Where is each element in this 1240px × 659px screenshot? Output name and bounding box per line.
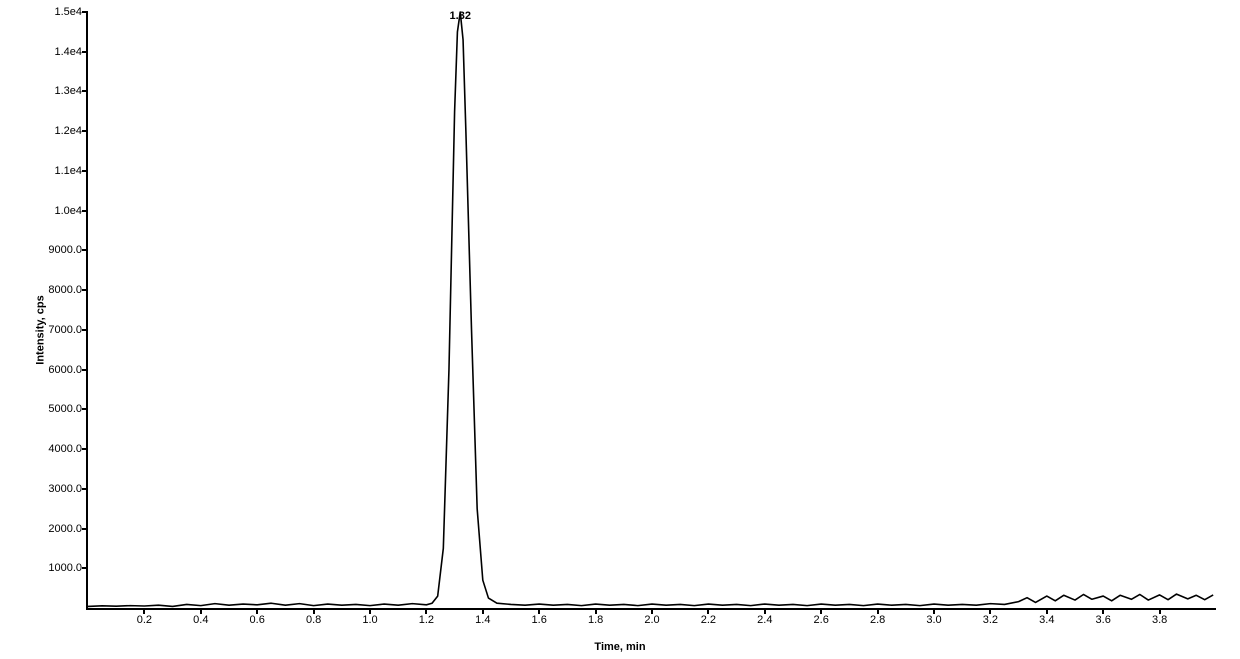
y-tick-label: 5000.0: [48, 403, 82, 415]
x-tick-label: 1.2: [419, 614, 434, 626]
y-tick-mark: [82, 408, 88, 410]
y-tick-mark: [82, 528, 88, 530]
x-tick-label: 2.0: [644, 614, 659, 626]
y-tick-mark: [82, 90, 88, 92]
y-tick-mark: [82, 448, 88, 450]
x-tick-label: 0.4: [193, 614, 208, 626]
x-tick-label: 3.6: [1096, 614, 1111, 626]
x-tick-label: 3.0: [926, 614, 941, 626]
y-tick-label: 9000.0: [48, 244, 82, 256]
y-tick-mark: [82, 170, 88, 172]
x-tick-label: 0.6: [250, 614, 265, 626]
x-tick-label: 3.8: [1152, 614, 1167, 626]
y-tick-mark: [82, 130, 88, 132]
x-tick-label: 0.8: [306, 614, 321, 626]
intensity-trace: [88, 12, 1216, 608]
x-tick-label: 0.2: [137, 614, 152, 626]
y-tick-label: 8000.0: [48, 284, 82, 296]
x-tick-label: 2.2: [701, 614, 716, 626]
x-tick-label: 3.4: [1039, 614, 1054, 626]
x-tick-label: 3.2: [983, 614, 998, 626]
chromatogram-chart: Intensity, cps Time, min 1000.02000.0300…: [0, 0, 1240, 659]
x-tick-label: 2.6: [814, 614, 829, 626]
y-tick-label: 1.1e4: [54, 165, 82, 177]
y-tick-label: 3000.0: [48, 483, 82, 495]
y-axis-label: Intensity, cps: [35, 295, 47, 364]
y-tick-label: 2000.0: [48, 523, 82, 535]
x-tick-label: 1.0: [362, 614, 377, 626]
x-tick-label: 1.4: [475, 614, 490, 626]
y-tick-mark: [82, 369, 88, 371]
x-tick-label: 1.6: [532, 614, 547, 626]
chromatogram-line: [88, 12, 1213, 606]
y-tick-mark: [82, 51, 88, 53]
y-tick-label: 1.0e4: [54, 205, 82, 217]
y-tick-label: 1.3e4: [54, 85, 82, 97]
y-tick-label: 1.4e4: [54, 46, 82, 58]
y-tick-label: 1.2e4: [54, 125, 82, 137]
y-tick-mark: [82, 11, 88, 13]
y-tick-mark: [82, 329, 88, 331]
x-axis-label: Time, min: [594, 641, 645, 653]
y-tick-label: 1.5e4: [54, 6, 82, 18]
y-tick-mark: [82, 249, 88, 251]
y-tick-mark: [82, 210, 88, 212]
peak-label: 1.32: [450, 10, 471, 22]
y-tick-label: 1000.0: [48, 562, 82, 574]
y-tick-mark: [82, 567, 88, 569]
plot-area: 1000.02000.03000.04000.05000.06000.07000…: [86, 12, 1216, 610]
x-tick-label: 1.8: [588, 614, 603, 626]
y-tick-label: 6000.0: [48, 364, 82, 376]
y-tick-label: 7000.0: [48, 324, 82, 336]
x-tick-label: 2.8: [870, 614, 885, 626]
y-tick-mark: [82, 289, 88, 291]
x-tick-label: 2.4: [757, 614, 772, 626]
y-tick-mark: [82, 488, 88, 490]
y-tick-label: 4000.0: [48, 443, 82, 455]
